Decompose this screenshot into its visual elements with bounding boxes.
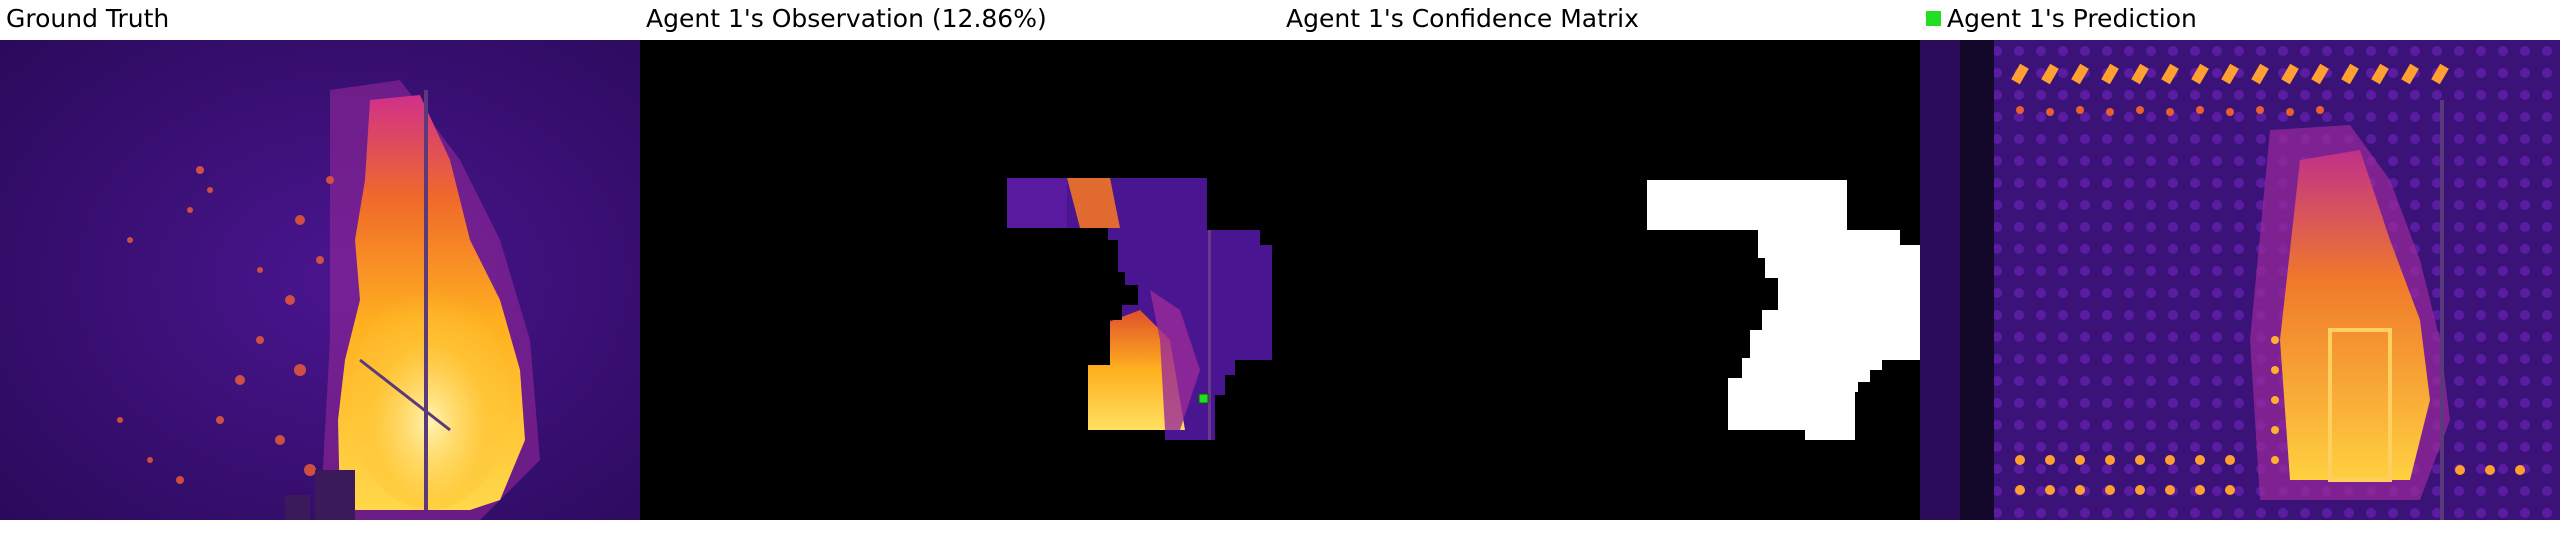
observation-panel: [640, 40, 1280, 520]
confidence-panel: [1280, 40, 1920, 520]
prediction-title: Agent 1's Prediction: [1947, 4, 2197, 33]
ground-truth-panel: [0, 40, 640, 520]
observation-title: Agent 1's Observation (12.86%): [646, 4, 1047, 33]
confidence-matrix-image: [1647, 180, 1920, 440]
ground-truth-title: Ground Truth: [6, 4, 170, 33]
agent-marker: [1198, 393, 1209, 404]
prediction-image: [1920, 40, 2560, 520]
ground-truth-image: [0, 40, 640, 520]
prediction-legend-swatch: [1926, 11, 1941, 26]
confidence-mask: [1647, 180, 1920, 440]
prediction-title-wrap: Agent 1's Prediction: [1926, 2, 2197, 36]
prediction-panel: [1920, 40, 2560, 520]
observation-image: [1007, 178, 1272, 440]
confidence-title: Agent 1's Confidence Matrix: [1286, 4, 1639, 33]
